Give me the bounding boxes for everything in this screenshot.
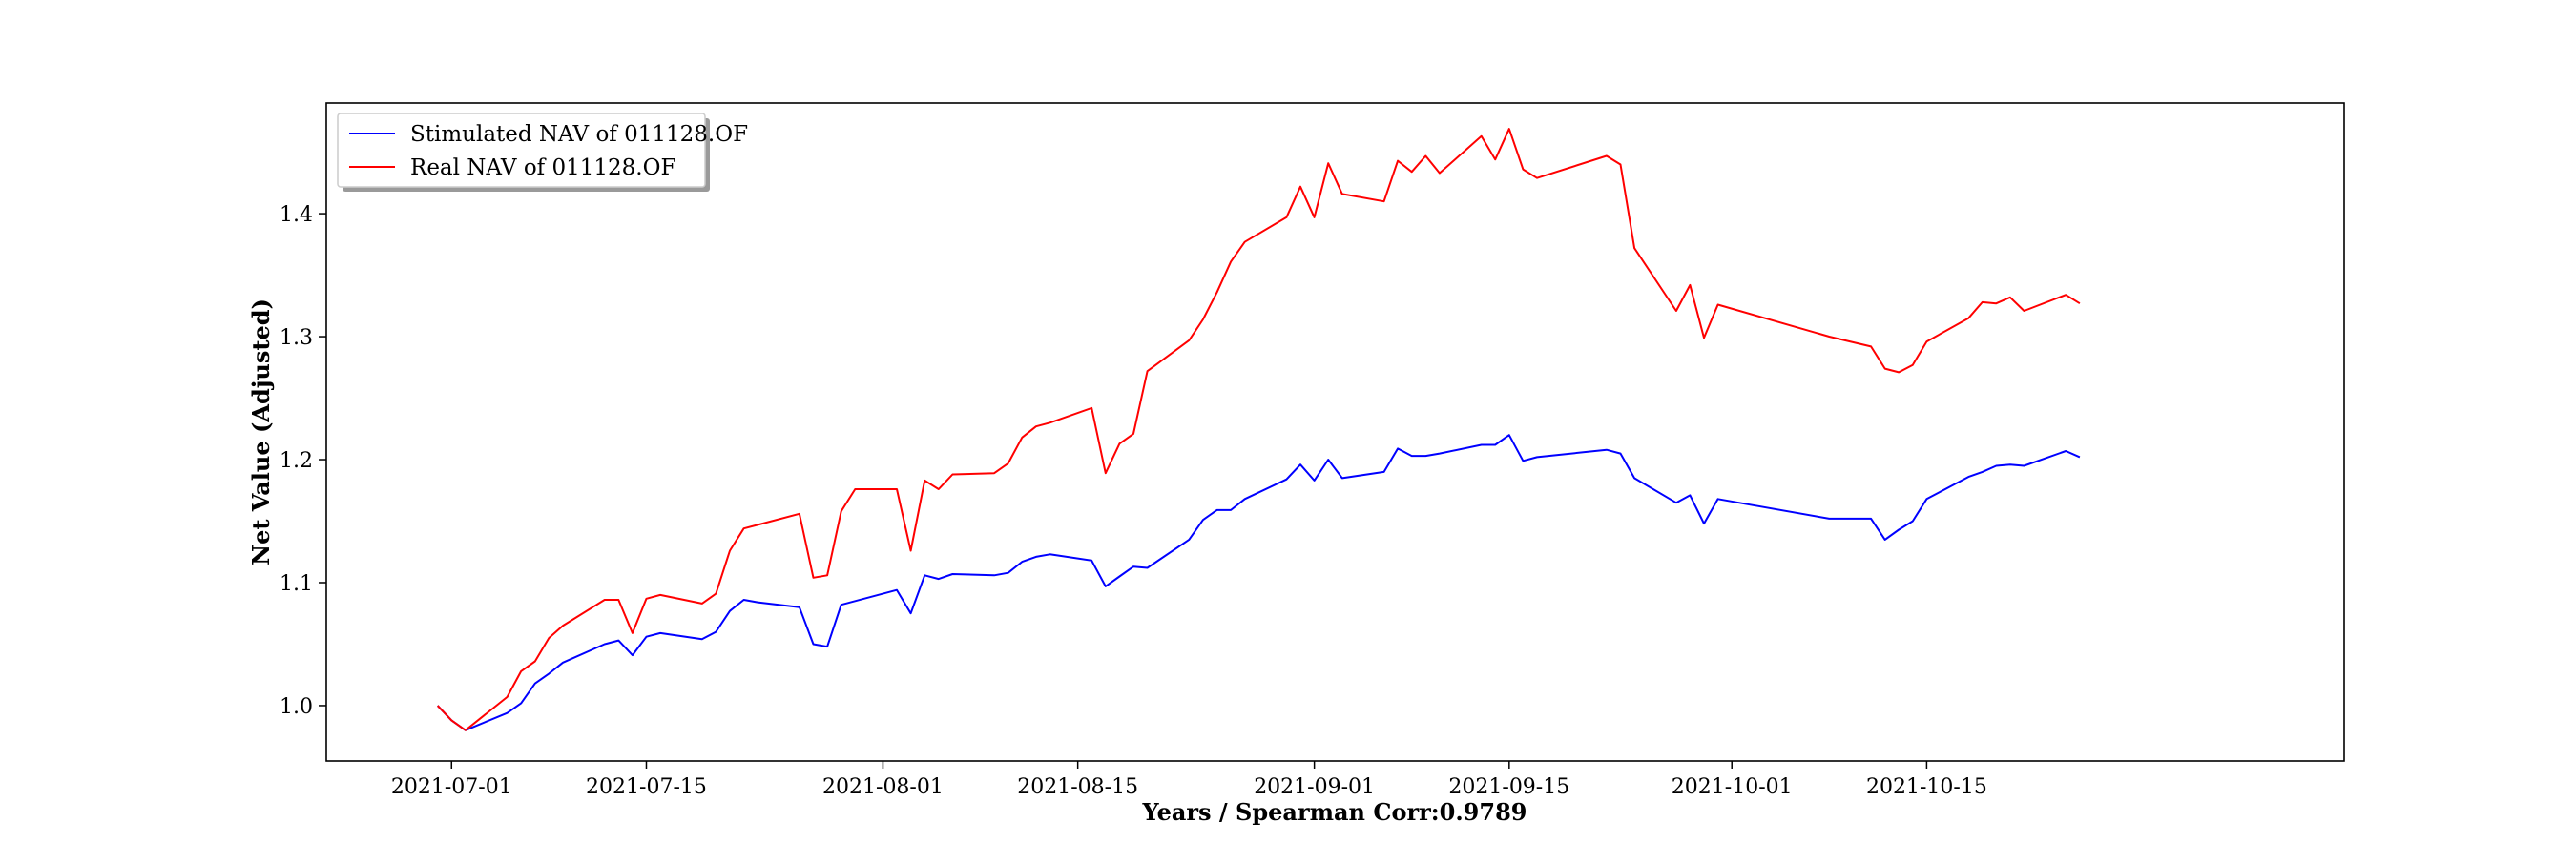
legend: Stimulated NAV of 011128.OF Real NAV of … xyxy=(337,113,748,192)
y-tick-label: 1.0 xyxy=(280,695,313,719)
x-tick-label: 2021-08-01 xyxy=(822,775,944,799)
legend-label-real-nav: Real NAV of 011128.OF xyxy=(410,155,675,180)
series-line-1 xyxy=(436,128,2081,731)
y-tick-label: 1.2 xyxy=(280,449,313,473)
x-axis-ticks: 2021-07-01 2021-07-15 2021-08-01 2021-08-15… xyxy=(391,761,1987,799)
series-layer xyxy=(436,128,2081,731)
x-tick-label: 2021-09-01 xyxy=(1254,775,1375,799)
x-axis-title: Years / Spearman Corr:0.9789 xyxy=(1142,798,1527,826)
y-tick-label: 1.1 xyxy=(280,572,313,596)
legend-label-stimulated-nav: Stimulated NAV of 011128.OF xyxy=(410,122,748,147)
y-axis-ticks: 1.0 1.1 1.2 1.3 1.4 xyxy=(280,203,326,719)
x-tick-label: 2021-10-15 xyxy=(1866,775,1987,799)
y-tick-label: 1.3 xyxy=(280,326,313,350)
plot-area xyxy=(325,102,2345,762)
series-line-0 xyxy=(436,434,2081,731)
x-tick-label: 2021-10-01 xyxy=(1672,775,1793,799)
x-tick-label: 2021-07-15 xyxy=(586,775,707,799)
y-tick-label: 1.4 xyxy=(280,203,313,227)
legend-box xyxy=(337,113,706,188)
x-tick-label: 2021-09-15 xyxy=(1448,775,1569,799)
x-tick-label: 2021-08-15 xyxy=(1017,775,1138,799)
y-axis-title: Net Value (Adjusted) xyxy=(247,298,275,565)
x-tick-label: 2021-07-01 xyxy=(391,775,512,799)
